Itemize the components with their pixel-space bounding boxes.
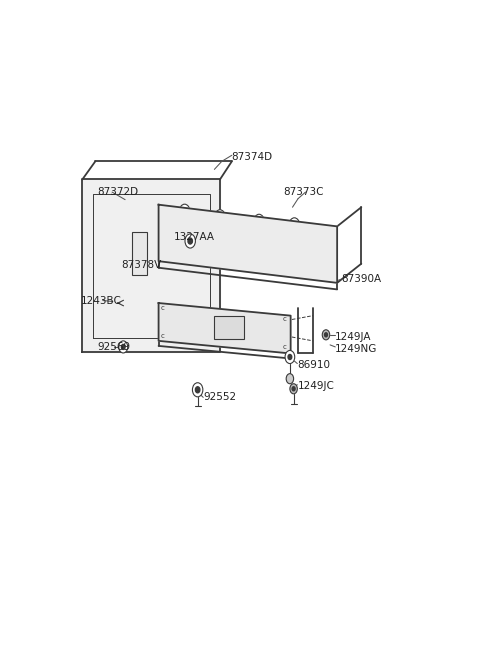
Circle shape <box>174 252 177 256</box>
Circle shape <box>185 234 195 248</box>
Text: 92552: 92552 <box>203 392 236 402</box>
Circle shape <box>215 210 225 224</box>
Polygon shape <box>158 204 337 283</box>
Circle shape <box>288 354 292 360</box>
Circle shape <box>273 262 282 274</box>
Circle shape <box>206 253 215 265</box>
Text: 1249JC: 1249JC <box>297 381 334 391</box>
Circle shape <box>209 257 212 261</box>
Circle shape <box>171 248 180 260</box>
Polygon shape <box>83 179 220 352</box>
Bar <box>215 316 244 339</box>
Circle shape <box>292 222 296 227</box>
Text: 87374D: 87374D <box>231 152 272 162</box>
Polygon shape <box>158 303 290 354</box>
Text: 1249NG: 1249NG <box>335 344 378 354</box>
Text: c: c <box>160 333 164 339</box>
Circle shape <box>292 386 295 391</box>
Circle shape <box>286 373 294 384</box>
Circle shape <box>257 219 261 224</box>
Text: 92569: 92569 <box>97 342 131 352</box>
Circle shape <box>324 333 327 337</box>
Circle shape <box>276 266 279 271</box>
Circle shape <box>289 218 300 232</box>
Text: 87373C: 87373C <box>283 187 324 197</box>
Circle shape <box>180 204 190 218</box>
Text: 87372D: 87372D <box>97 187 138 197</box>
Circle shape <box>192 383 203 397</box>
Circle shape <box>195 386 200 393</box>
Text: 1243BC: 1243BC <box>81 295 121 305</box>
Circle shape <box>285 350 295 364</box>
Circle shape <box>322 329 330 340</box>
Circle shape <box>119 341 128 353</box>
Text: c: c <box>283 316 287 322</box>
Circle shape <box>121 345 125 349</box>
Text: 87378V: 87378V <box>121 260 162 271</box>
Text: c: c <box>160 305 164 311</box>
Text: 87390A: 87390A <box>341 274 381 284</box>
Text: c: c <box>283 344 287 350</box>
Circle shape <box>188 238 192 244</box>
Circle shape <box>183 209 186 214</box>
Text: 86910: 86910 <box>297 360 330 370</box>
Circle shape <box>254 214 264 229</box>
Bar <box>132 233 147 275</box>
Circle shape <box>218 214 222 219</box>
Text: 1327AA: 1327AA <box>173 233 215 242</box>
Text: 1249JA: 1249JA <box>335 332 372 342</box>
Circle shape <box>290 384 297 394</box>
